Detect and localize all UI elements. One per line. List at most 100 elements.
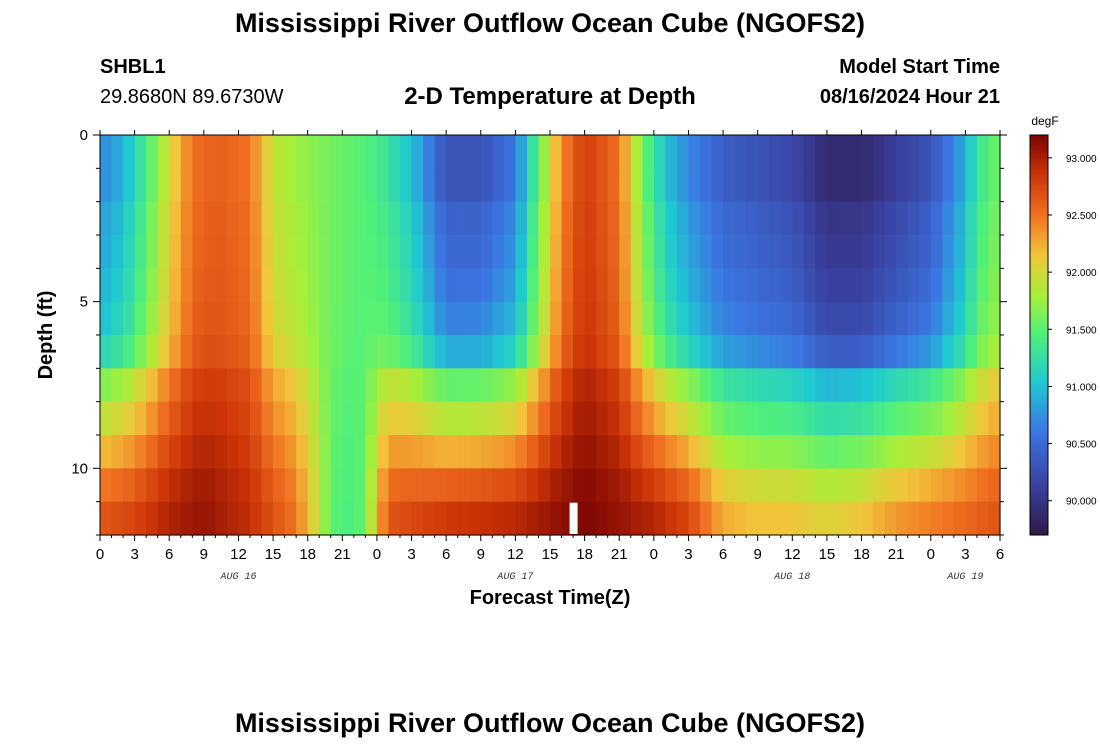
heatmap-cell [284,401,297,436]
heatmap-cell [123,168,136,203]
heatmap-cell [642,435,655,469]
heatmap-cell [469,135,482,169]
heatmap-cell [457,135,470,169]
heatmap-cell [400,368,413,403]
heatmap-cell [723,235,736,269]
heatmap-cell [215,335,228,369]
heatmap-cell [700,401,713,436]
heatmap-cell [111,301,124,336]
heatmap-cell [619,168,632,203]
heatmap-cell [330,168,343,203]
heatmap-cell [480,468,493,503]
heatmap-cell [584,135,597,169]
heatmap-cell [400,135,413,169]
heatmap-cell [353,301,366,336]
heatmap-cell [284,201,297,236]
heatmap-cell [596,301,609,336]
heatmap-cell [365,201,378,236]
heatmap-cell [861,368,874,403]
heatmap-cell [792,501,805,536]
heatmap-cell [976,401,990,436]
heatmap-cell [550,435,563,469]
heatmap-cell [653,301,666,336]
heatmap-cell [734,268,747,303]
heatmap-cell [723,435,736,469]
heatmap-cell [538,168,551,203]
heatmap-cell [492,201,505,236]
heatmap-cell [780,268,793,303]
heatmap-cell [976,335,990,369]
heatmap-cell [226,435,240,469]
heatmap-cell [515,435,528,469]
heatmap-cell [850,468,863,503]
colorbar-tick-label: 90.500 [1066,440,1097,451]
heatmap-cell [146,201,159,236]
heatmap-cell [642,335,655,369]
heatmap-cell [261,468,274,503]
heatmap-cell [423,235,436,269]
heatmap-cell [457,201,470,236]
heatmap-cell [884,135,897,169]
heatmap-cell [607,201,620,236]
heatmap-cell [307,468,320,503]
heatmap-cell [342,401,355,436]
heatmap-cell [307,435,320,469]
heatmap-cell [953,168,966,203]
heatmap-cell [480,168,493,203]
heatmap-cell [215,201,228,236]
heatmap-cell [250,368,263,403]
heatmap-cell [180,268,193,303]
heatmap-cell [492,301,505,336]
heatmap-cell [619,335,632,369]
heatmap-cell [226,201,240,236]
heatmap-cell [238,168,251,203]
heatmap-cell [792,335,805,369]
heatmap-cell [723,335,736,369]
heatmap-cell [503,435,516,469]
heatmap-cell [526,435,540,469]
heatmap-cell [192,135,205,169]
heatmap-cell [780,168,793,203]
heatmap-cell [826,435,840,469]
heatmap-cell [100,401,113,436]
heatmap-cell [803,335,816,369]
heatmap-cell [734,335,747,369]
heatmap-cell [896,368,909,403]
heatmap-cell [388,435,401,469]
heatmap-cell [261,268,274,303]
colorbar-tick-label: 91.000 [1066,382,1097,393]
heatmap-cell [930,368,943,403]
heatmap-cell [826,168,840,203]
colorbar-tick-label: 92.500 [1066,211,1097,222]
heatmap-cell [884,268,897,303]
heatmap-cell [146,401,159,436]
heatmap-cell [400,235,413,269]
heatmap-cell [688,335,701,369]
heatmap-cell [480,135,493,169]
heatmap-cell [319,168,332,203]
heatmap-cell [780,201,793,236]
heatmap-cell [307,335,320,369]
heatmap-cell [596,368,609,403]
x-tick-label: 12 [784,546,801,563]
colorbar: 93.000 92.500 92.000 91.500 91.000 90.500 90.0… [1029,134,1097,536]
heatmap-cell [792,468,805,503]
heatmap-cell [780,501,793,536]
heatmap-cell [123,435,136,469]
heatmap-cell [100,501,113,536]
heatmap-cell [180,435,193,469]
heatmap-cell [226,368,240,403]
heatmap-cell [561,235,574,269]
heatmap-cell [307,368,320,403]
x-tick-label: 0 [96,546,104,563]
heatmap-cell [353,468,366,503]
heatmap-cell [250,301,263,336]
heatmap-cell [838,435,851,469]
heatmap-cell [469,401,482,436]
heatmap-cell [273,468,286,503]
heatmap-cell [284,435,297,469]
colorbar-unit: degF [1031,114,1058,128]
heatmap-cell [665,435,678,469]
chart-subtitle: 2-D Temperature at Depth [404,83,696,110]
heatmap-cell [192,168,205,203]
